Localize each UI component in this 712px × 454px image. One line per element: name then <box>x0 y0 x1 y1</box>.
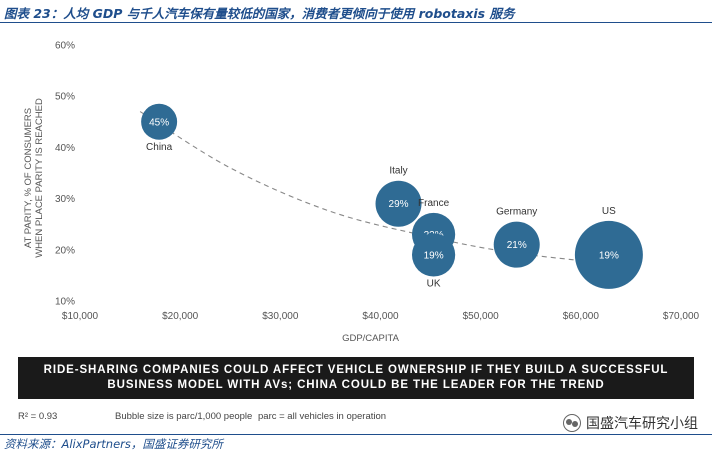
x-tick-label: $70,000 <box>663 311 700 322</box>
y-tick-label: 60% <box>55 41 75 52</box>
bubble-us <box>574 220 643 289</box>
headline-banner: RIDE-SHARING COMPANIES COULD AFFECT VEHI… <box>18 357 694 399</box>
r-squared-note: R² = 0.93 <box>18 411 58 422</box>
banner-line-1: RIDE-SHARING COMPANIES COULD AFFECT VEHI… <box>43 364 669 376</box>
x-tick-label: $40,000 <box>362 311 399 322</box>
bubble-germany <box>493 221 540 268</box>
country-label: Italy <box>389 166 407 177</box>
watermark-text: 国盛汽车研究小组 <box>586 416 698 432</box>
bubbles: 45%China29%Italy23%France19%UK21%Germany… <box>141 103 643 290</box>
bubble-value-label: 21% <box>507 240 527 251</box>
bubble-value-label: 19% <box>599 250 619 261</box>
bubble-china <box>141 103 178 140</box>
parc-note: parc = all vehicles in operation <box>258 411 387 422</box>
bubble-value-label: 45% <box>149 117 169 128</box>
y-axis-title: AT PARITY, % OF CONSUMERS WHEN PLACE PARI… <box>23 98 45 258</box>
y-tick-label: 50% <box>55 92 75 103</box>
x-axis-ticks: $10,000 $20,000 $30,000 $40,000 $50,000 $60,0… <box>62 311 700 322</box>
bubble-size-note: Bubble size is parc/1,000 people <box>115 411 253 422</box>
wechat-icon <box>563 414 581 432</box>
bubble-uk <box>411 233 456 277</box>
country-label: China <box>146 142 173 153</box>
y-axis-title-line: AT PARITY, % OF CONSUMERS <box>23 108 34 248</box>
x-tick-label: $50,000 <box>463 311 500 322</box>
country-label: France <box>418 198 450 209</box>
x-axis-title: GDP/CAPITA <box>342 333 399 344</box>
x-tick-label: $60,000 <box>563 311 600 322</box>
country-label: UK <box>427 279 441 290</box>
y-tick-label: 30% <box>55 194 75 205</box>
country-label: Germany <box>496 207 537 218</box>
x-tick-label: $30,000 <box>262 311 299 322</box>
x-tick-label: $20,000 <box>162 311 199 322</box>
y-tick-label: 10% <box>55 297 75 308</box>
source-note: 资料来源：AlixPartners，国盛证券研究所 <box>4 437 223 451</box>
bubble-value-label: 29% <box>389 199 409 210</box>
banner-line-2: BUSINESS MODEL WITH AVs; CHINA COULD BE … <box>107 379 605 391</box>
source-rule <box>0 434 712 435</box>
y-axis-ticks: 10% 20% 30% 40% 50% 60% <box>55 41 75 308</box>
y-axis-title-line: WHEN PLACE PARITY IS REACHED <box>34 98 45 258</box>
bubble-value-label: 19% <box>424 250 444 261</box>
y-tick-label: 20% <box>55 245 75 256</box>
title-rule <box>0 22 712 23</box>
country-label: US <box>602 206 616 217</box>
figure-title: 图表 23：人均 GDP 与千人汽车保有量较低的国家，消费者更倾向于使用 rob… <box>4 6 515 21</box>
x-tick-label: $10,000 <box>62 311 99 322</box>
bubble-italy <box>375 180 422 227</box>
bubble-chart: AT PARITY, % OF CONSUMERS WHEN PLACE PARI… <box>23 41 700 345</box>
watermark: 国盛汽车研究小组 <box>563 413 698 433</box>
y-tick-label: 40% <box>55 143 75 154</box>
